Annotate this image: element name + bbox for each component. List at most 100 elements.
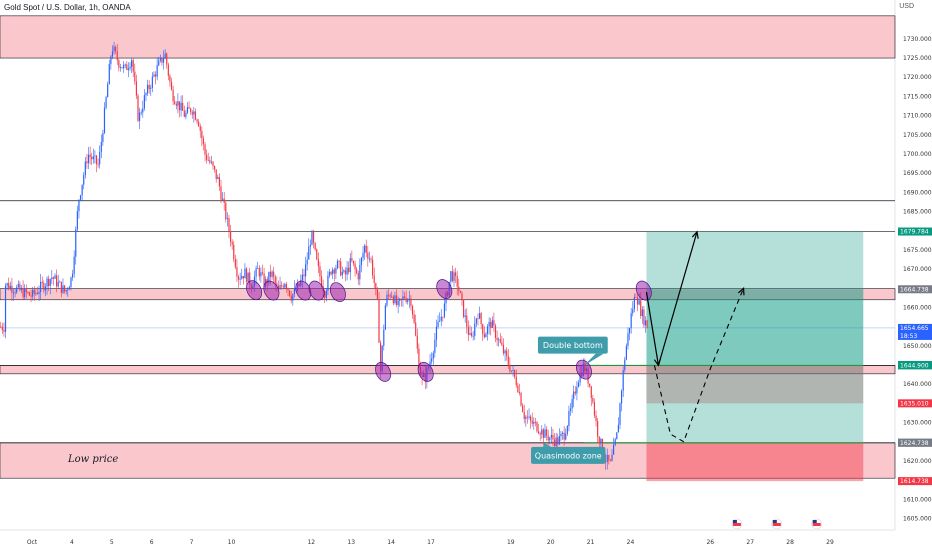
price-tick-label: 1630.000 (903, 420, 932, 427)
candle-body (506, 350, 508, 357)
candle-body (311, 232, 313, 245)
candle-body (518, 391, 521, 394)
candle-body (236, 267, 238, 277)
candle-body (416, 335, 418, 349)
candle-body (274, 276, 276, 284)
candle-body (549, 437, 551, 441)
candle-body (180, 102, 182, 111)
candle-body (589, 383, 591, 387)
candle-body (514, 370, 516, 377)
time-tick-label: Oct (27, 539, 38, 546)
candle-body (153, 74, 155, 77)
candle-body (547, 435, 549, 441)
candle-body (116, 51, 118, 61)
price-tag-sublabel: 18:53 (900, 333, 917, 340)
candle-body (439, 320, 441, 322)
time-tick-label: 24 (627, 539, 635, 546)
candle-body (108, 64, 110, 85)
candle-body (443, 303, 446, 317)
candle-body (196, 119, 198, 122)
candle-body (206, 154, 208, 160)
candle-body (614, 439, 616, 445)
candle-body (95, 155, 98, 165)
candle-body (269, 271, 272, 277)
price-tick-label: 1670.000 (903, 266, 932, 273)
price-tag (898, 323, 932, 340)
swing-marker (436, 279, 453, 299)
candle-body (83, 175, 85, 185)
candle-body (225, 202, 227, 220)
candle-body (105, 97, 107, 108)
price-tag (898, 438, 932, 447)
price-tick-label: 1620.000 (903, 458, 932, 465)
secondary-position-profit-area[interactable] (646, 289, 864, 443)
candle-body (579, 372, 581, 383)
candle-body (467, 327, 469, 335)
arrowhead-down (653, 358, 661, 367)
candle-body (344, 270, 347, 275)
price-tag (898, 285, 932, 294)
candle-body (646, 320, 648, 328)
candle-body (413, 314, 415, 323)
candle-body (429, 361, 431, 367)
long-position-profit-area[interactable] (646, 231, 864, 366)
candle-body (38, 291, 40, 294)
candle-body (571, 399, 573, 409)
candle-body (3, 329, 5, 332)
candle-body (303, 274, 305, 277)
candle-body (462, 299, 465, 317)
price-tick-label: 1650.000 (903, 343, 932, 350)
double-bottom-callout[interactable] (537, 336, 608, 354)
candle-body (183, 110, 185, 117)
candle-body (502, 344, 505, 354)
secondary-position-loss-area[interactable] (646, 442, 864, 482)
candle-body (379, 342, 382, 372)
candle-body (67, 289, 69, 291)
candle-body (512, 370, 514, 371)
candle-body (1, 326, 3, 330)
candle-body (32, 289, 34, 297)
candle-body (520, 393, 522, 406)
candle-body (541, 429, 543, 435)
candle-body (75, 229, 77, 257)
price-tag-label: 1644.900 (900, 362, 929, 369)
candle-body (644, 320, 647, 326)
candle-body (566, 425, 568, 434)
candle-body (51, 277, 53, 280)
time-tick-label: 21 (587, 539, 595, 546)
price-tag-label: 1654.665 (900, 325, 929, 332)
candle-body (573, 391, 575, 400)
candle-body (611, 454, 613, 461)
candle-body (523, 411, 525, 419)
candle-body (643, 309, 645, 326)
upper-supply-zone (0, 15, 896, 59)
candle-body (148, 84, 150, 89)
candle-body (54, 275, 56, 279)
candle-body (214, 166, 216, 170)
candle-body (598, 436, 600, 444)
candle-body (357, 273, 359, 280)
long-position-loss-area[interactable] (646, 365, 864, 404)
candle-body (107, 84, 109, 98)
candle-body (185, 112, 187, 117)
candle-body (79, 195, 82, 200)
candle-body (593, 402, 596, 416)
candle-body (391, 296, 393, 298)
candle-body (142, 108, 144, 113)
projection-path-dashed[interactable] (653, 288, 745, 443)
price-tick-label: 1705.000 (903, 132, 932, 139)
candle-body (597, 420, 599, 437)
candle-body (140, 112, 142, 114)
candle-body (17, 284, 19, 288)
candle-body (103, 107, 106, 133)
candle-body (134, 71, 136, 82)
candle-body (333, 269, 335, 274)
price-tag-label: 1614.738 (900, 478, 929, 485)
quasimodo-zone-callout[interactable] (531, 446, 606, 464)
candle-body (628, 327, 631, 334)
candle-body (364, 245, 366, 253)
price-tag (898, 361, 932, 370)
candle-body (92, 156, 94, 160)
